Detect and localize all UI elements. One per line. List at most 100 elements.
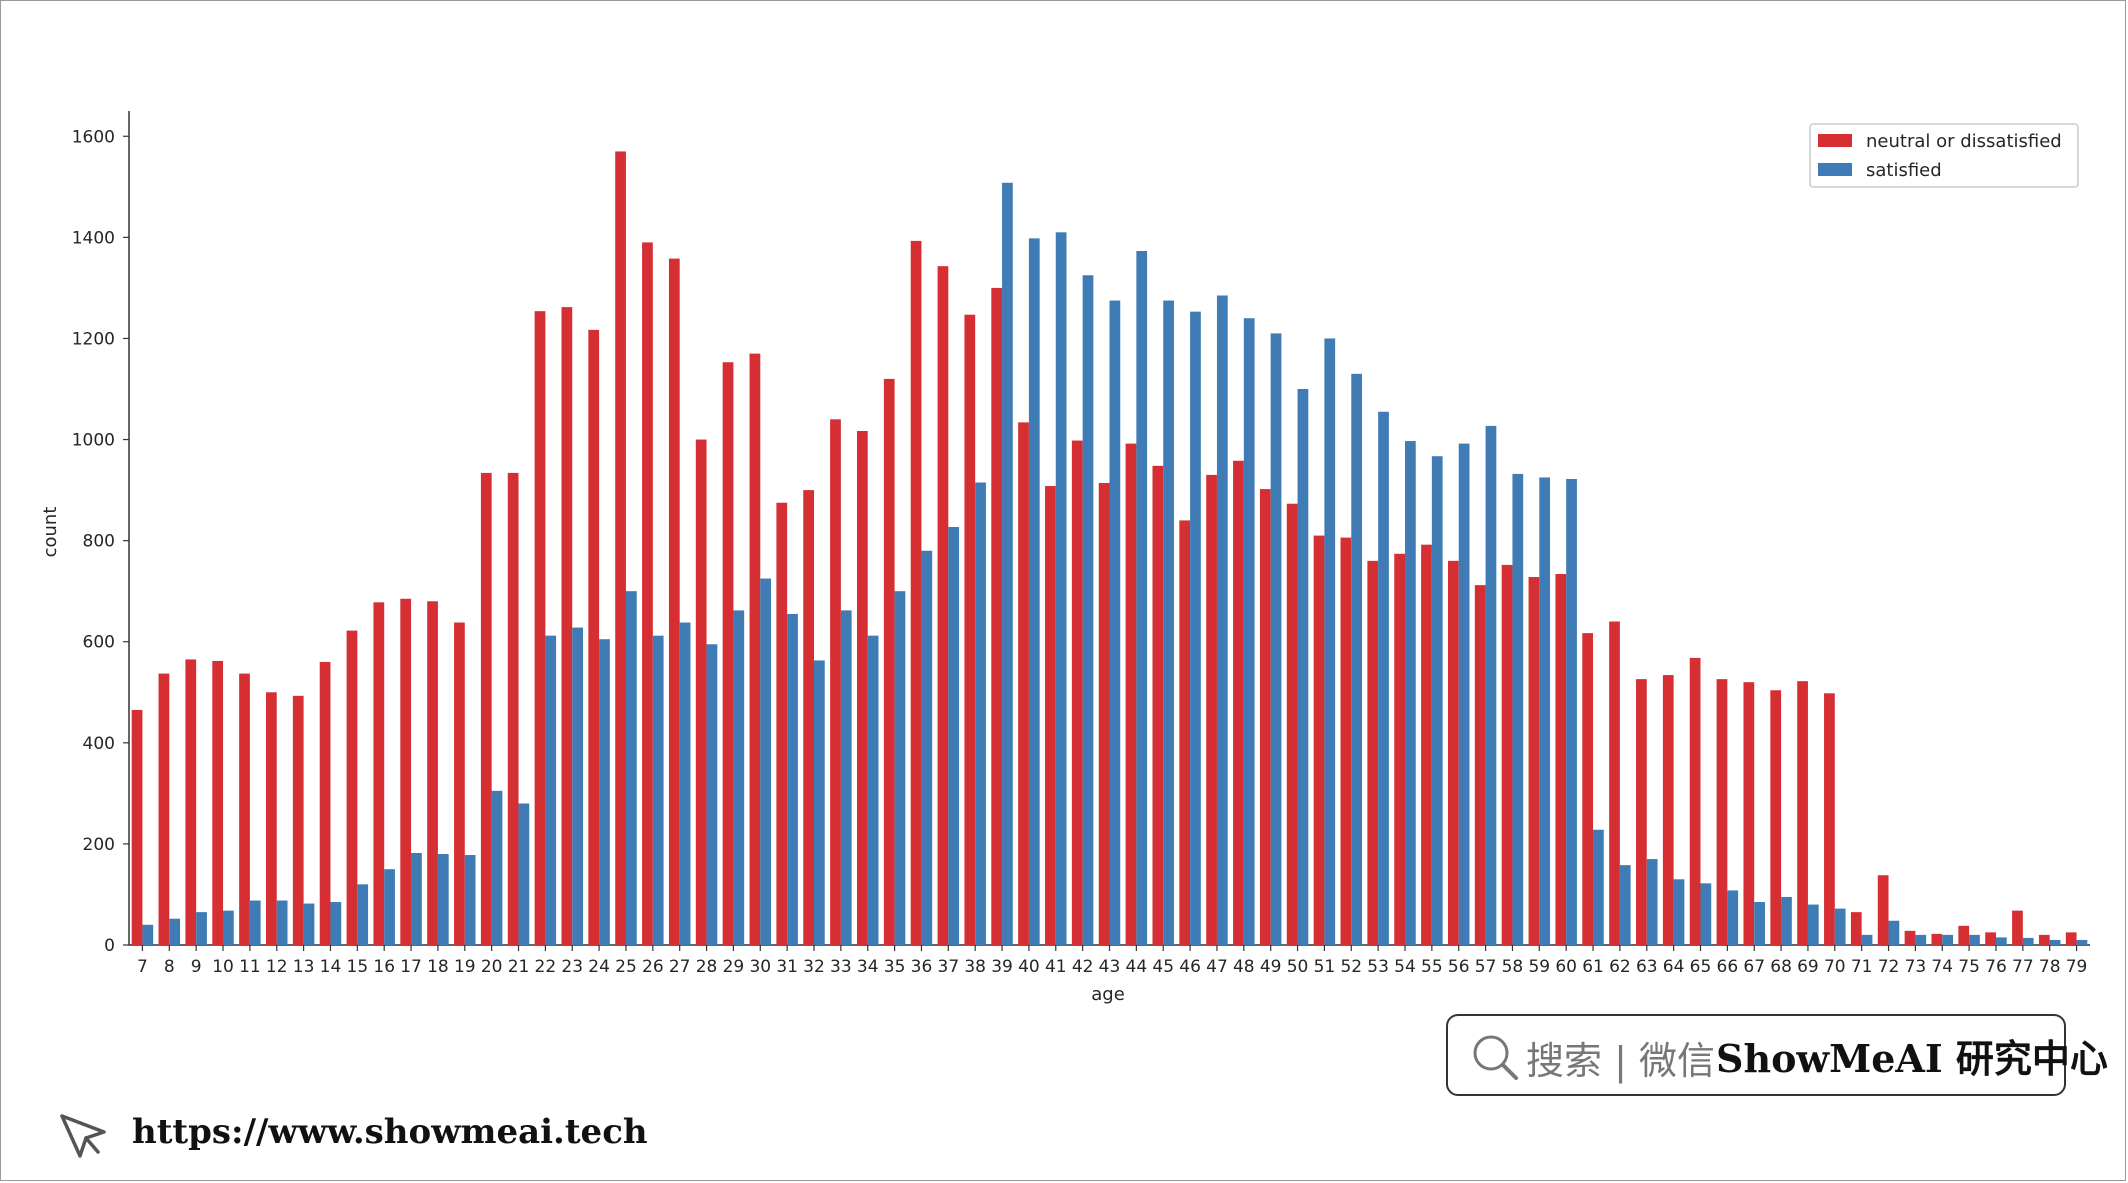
bar-satisfied-age-9: [196, 912, 207, 945]
x-tick-label: 13: [293, 957, 315, 977]
y-tick-label: 1000: [72, 431, 115, 451]
bar-neutral-or-dissatisfied-age-17: [400, 598, 412, 945]
legend: neutral or dissatisfied satisfied: [1809, 123, 2079, 188]
bar-satisfied-age-63: [1646, 859, 1658, 945]
legend-swatch-neutral-or-dissatisfied: [1818, 134, 1852, 147]
y-tick-label: 600: [83, 633, 115, 653]
bar-satisfied-age-43: [1109, 300, 1121, 946]
x-tick-label: 12: [266, 957, 288, 977]
bar-neutral-or-dissatisfied-age-68: [1770, 690, 1782, 945]
bar-satisfied-age-37: [948, 526, 960, 945]
x-tick-label: 79: [2066, 957, 2088, 977]
bar-satisfied-age-52: [1351, 373, 1363, 945]
x-tick-label: 32: [803, 957, 825, 977]
x-tick-label: 31: [776, 957, 798, 977]
bar-satisfied-age-33: [840, 610, 852, 945]
bar-neutral-or-dissatisfied-age-25: [615, 151, 626, 945]
x-tick-label: 55: [1421, 957, 1443, 977]
bar-satisfied-age-17: [411, 853, 422, 945]
bar-satisfied-age-45: [1163, 300, 1174, 946]
bar-satisfied-age-19: [464, 855, 476, 945]
bar-satisfied-age-26: [652, 635, 664, 945]
bar-satisfied-age-74: [1942, 934, 1953, 945]
bar-neutral-or-dissatisfied-age-32: [803, 490, 815, 945]
bar-neutral-or-dissatisfied-age-21: [507, 472, 519, 945]
bar-neutral-or-dissatisfied-age-15: [346, 630, 358, 945]
bar-neutral-or-dissatisfied-age-65: [1689, 657, 1701, 945]
bar-satisfied-age-10: [223, 910, 234, 945]
bar-satisfied-age-58: [1512, 473, 1524, 945]
bar-satisfied-age-11: [249, 900, 261, 945]
bar-neutral-or-dissatisfied-age-64: [1662, 675, 1674, 945]
bar-neutral-or-dissatisfied-age-46: [1179, 520, 1191, 945]
bar-satisfied-age-47: [1216, 295, 1228, 945]
bar-satisfied-age-67: [1754, 902, 1765, 945]
x-tick-label: 42: [1072, 957, 1094, 977]
bar-satisfied-age-69: [1807, 904, 1819, 945]
bar-neutral-or-dissatisfied-age-10: [212, 660, 224, 945]
bar-neutral-or-dissatisfied-age-55: [1421, 544, 1432, 945]
bar-satisfied-age-49: [1270, 333, 1282, 945]
x-tick-label: 17: [400, 957, 422, 977]
bar-satisfied-age-32: [814, 660, 825, 945]
x-tick-label: 57: [1475, 957, 1497, 977]
bar-neutral-or-dissatisfied-age-14: [319, 661, 331, 945]
x-tick-label: 9: [191, 957, 202, 977]
bar-neutral-or-dissatisfied-age-44: [1125, 443, 1137, 945]
bar-neutral-or-dissatisfied-age-63: [1636, 679, 1647, 945]
bar-neutral-or-dissatisfied-age-78: [2038, 934, 2050, 945]
bar-satisfied-age-30: [760, 578, 772, 945]
bar-satisfied-age-79: [2076, 939, 2088, 945]
x-tick-label: 67: [1743, 957, 1765, 977]
x-tick-label: 76: [1985, 957, 2007, 977]
bar-neutral-or-dissatisfied-age-56: [1447, 560, 1459, 945]
bar-satisfied-age-68: [1781, 896, 1792, 945]
bar-satisfied-age-70: [1834, 908, 1846, 945]
bar-satisfied-age-54: [1404, 441, 1416, 945]
x-tick-label: 45: [1152, 957, 1174, 977]
y-tick-label: 800: [83, 532, 115, 552]
bar-neutral-or-dissatisfied-age-58: [1501, 564, 1513, 945]
bar-neutral-or-dissatisfied-age-40: [1018, 422, 1029, 945]
x-tick-label: 62: [1609, 957, 1631, 977]
bar-neutral-or-dissatisfied-age-9: [185, 659, 197, 945]
x-tick-label: 50: [1287, 957, 1309, 977]
bar-satisfied-age-60: [1566, 478, 1577, 945]
bar-satisfied-age-38: [975, 482, 986, 945]
bar-satisfied-age-72: [1888, 920, 1900, 945]
x-tick-label: 15: [347, 957, 369, 977]
x-tick-label: 48: [1233, 957, 1255, 977]
bar-neutral-or-dissatisfied-age-29: [722, 362, 734, 945]
bar-satisfied-age-13: [303, 903, 315, 945]
x-tick-label: 69: [1797, 957, 1819, 977]
y-tick-label: 1200: [72, 329, 115, 349]
bar-satisfied-age-64: [1673, 879, 1685, 945]
bar-neutral-or-dissatisfied-age-19: [454, 622, 465, 945]
bar-neutral-or-dissatisfied-age-38: [964, 314, 976, 945]
bar-satisfied-age-42: [1082, 275, 1094, 946]
x-tick-label: 71: [1851, 957, 1873, 977]
y-tick-label: 1600: [72, 127, 115, 147]
x-tick-label: 74: [1931, 957, 1953, 977]
x-tick-label: 10: [212, 957, 234, 977]
bar-neutral-or-dissatisfied-age-7: [131, 709, 143, 945]
bar-satisfied-age-31: [787, 613, 798, 945]
website-url: https://www.showmeai.tech: [132, 1112, 648, 1152]
x-tick-label: 58: [1502, 957, 1524, 977]
bar-neutral-or-dissatisfied-age-62: [1609, 621, 1620, 945]
bar-satisfied-age-44: [1136, 251, 1148, 945]
x-tick-label: 16: [373, 957, 395, 977]
x-tick-label: 66: [1717, 957, 1739, 977]
bar-satisfied-age-59: [1539, 477, 1551, 945]
bar-satisfied-age-78: [2049, 939, 2061, 945]
bar-neutral-or-dissatisfied-age-53: [1367, 560, 1379, 945]
x-tick-label: 75: [1958, 957, 1980, 977]
bar-neutral-or-dissatisfied-age-13: [292, 695, 304, 945]
x-tick-label: 43: [1099, 957, 1121, 977]
x-tick-label: 60: [1555, 957, 1577, 977]
bar-satisfied-age-28: [706, 644, 718, 945]
bar-neutral-or-dissatisfied-age-60: [1555, 573, 1567, 945]
y-tick-label: 200: [83, 835, 115, 855]
bar-neutral-or-dissatisfied-age-54: [1394, 553, 1405, 945]
